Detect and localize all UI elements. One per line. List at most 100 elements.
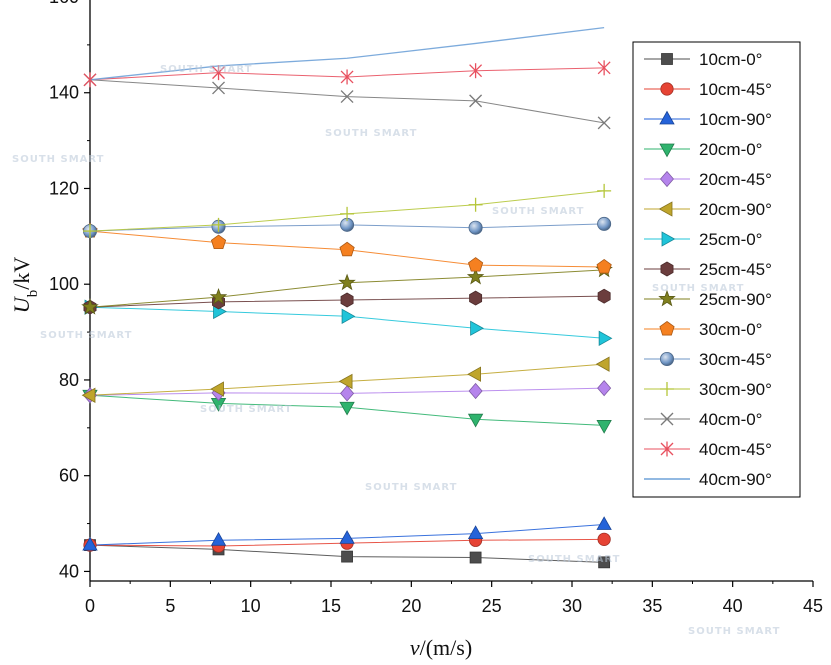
data-point-30cm-90deg [597,183,612,198]
data-point-40cm-0deg [340,90,354,104]
data-point-20cm-90deg [338,373,353,390]
legend-marker [661,53,673,65]
legend-label: 30cm-45° [699,350,772,369]
data-point-20cm-45deg [597,379,612,397]
legend-label: 20cm-45° [699,170,772,189]
x-tick-label: 5 [165,596,175,616]
legend-marker [660,441,674,457]
series-points-40cm-45deg [83,60,611,88]
x-axis-title-variable: v [410,635,420,660]
legend-label: 20cm-0° [699,140,762,159]
data-point-10cm-90deg [339,530,355,544]
y-axis-title-unit: /kV [9,257,34,290]
marker-stroke [660,412,674,426]
x-axis-title-unit: /(m/s) [420,635,473,660]
data-point-10cm-0deg [341,550,353,563]
legend-label: 30cm-0° [699,320,762,339]
data-point-20cm-90deg [467,366,482,382]
series-points-30cm-90deg [83,183,612,239]
legend-marker [660,351,675,366]
legend-entry-30cm-45deg: 30cm-45° [644,350,772,369]
series-line-40cm-90deg [89,26,605,81]
data-point-40cm-0deg [469,94,483,108]
y-tick-label: 40 [59,561,79,581]
data-point-25cm-90deg [338,273,356,291]
y-tick-label: 80 [59,370,79,390]
data-point-25cm-90deg [81,298,99,315]
data-points [81,60,613,569]
legend-marker [660,412,674,426]
data-point-40cm-45deg [340,69,354,85]
legend-marker [658,289,676,307]
legend-marker [659,321,675,336]
legend-marker [660,261,674,277]
axes: 0 5 10 15 20 25 30 35 40 45 40 60 80 100 120 140 160 [49,0,823,616]
watermark-text: SOUTH SMART [40,330,132,341]
legend-label: 10cm-90° [699,110,772,129]
legend-marker [660,82,674,96]
legend-label: 40cm-90° [699,470,772,489]
legend-label: 20cm-90° [699,200,772,219]
legend-entry-40cm-0deg: 40cm-0° [644,410,762,429]
series-points-10cm-90deg [82,516,612,551]
series-points-40cm-0deg [83,73,611,130]
data-point-30cm-0deg [467,257,484,272]
legend-entry-25cm-0deg: 25cm-0° [644,230,762,249]
data-point-20cm-0deg [467,413,484,428]
data-point-10cm-0deg [598,556,611,569]
marker-stroke [340,90,354,104]
data-point-10cm-90deg [82,536,98,551]
watermark-text: SOUTH SMART [688,626,780,637]
data-point-40cm-45deg [469,63,483,79]
x-tick-label: 40 [723,596,743,616]
y-tick-label: 100 [49,274,79,294]
data-point-30cm-0deg [596,258,612,274]
data-point-25cm-45deg [597,288,611,304]
data-point-25cm-0deg [470,320,484,336]
legend-marker [659,143,675,158]
legend-entry-10cm-90deg: 10cm-90° [644,110,772,129]
watermark-text: SOUTH SMART [365,482,457,493]
marker-stroke [212,81,225,95]
x-axis-title: v/(m/s) [410,635,472,660]
data-point-30cm-0deg [210,234,227,250]
y-tick-label: 160 [49,0,79,7]
y-axis-title: Ub/kV [9,257,41,314]
data-point-10cm-90deg [467,525,484,540]
data-point-25cm-0deg [598,330,613,346]
x-tick-label: 45 [803,596,823,616]
data-point-10cm-45deg [597,532,611,546]
data-point-40cm-45deg [212,65,225,81]
data-point-10cm-90deg [210,531,227,546]
data-point-25cm-45deg [340,292,354,308]
legend-marker [659,170,675,188]
data-point-30cm-90deg [83,224,97,239]
data-point-20cm-90deg [210,381,224,397]
legend-entry-20cm-45deg: 20cm-45° [644,170,772,189]
data-point-10cm-90deg [596,516,612,530]
data-point-40cm-0deg [597,116,611,130]
data-point-30cm-90deg [211,217,226,232]
legend-label: 10cm-45° [699,80,772,99]
y-tick-label: 120 [49,178,79,198]
x-tick-label: 10 [241,596,261,616]
x-tick-label: 20 [401,596,421,616]
x-tick-label: 25 [482,596,502,616]
legend-entry-20cm-90deg: 20cm-90° [644,200,772,219]
watermark: SOUTH SMART SOUTH SMART SOUTH SMART SOUTH S… [12,64,780,637]
legend-entry-30cm-90deg: 30cm-90° [644,380,772,399]
legend-marker [658,201,673,217]
data-point-40cm-45deg [597,60,611,76]
legend-entry-10cm-45deg: 10cm-45° [644,80,772,99]
data-point-20cm-45deg [340,385,355,402]
data-point-25cm-90deg [466,267,485,285]
marker-stroke [597,116,611,130]
x-tick-label: 15 [321,596,341,616]
data-point-25cm-90deg [209,287,228,305]
watermark-text: SOUTH SMART [160,64,252,75]
legend-label: 40cm-45° [699,440,772,459]
watermark-text: SOUTH SMART [200,404,292,415]
watermark-text: SOUTH SMART [652,283,744,294]
y-tick-label: 60 [59,466,79,486]
